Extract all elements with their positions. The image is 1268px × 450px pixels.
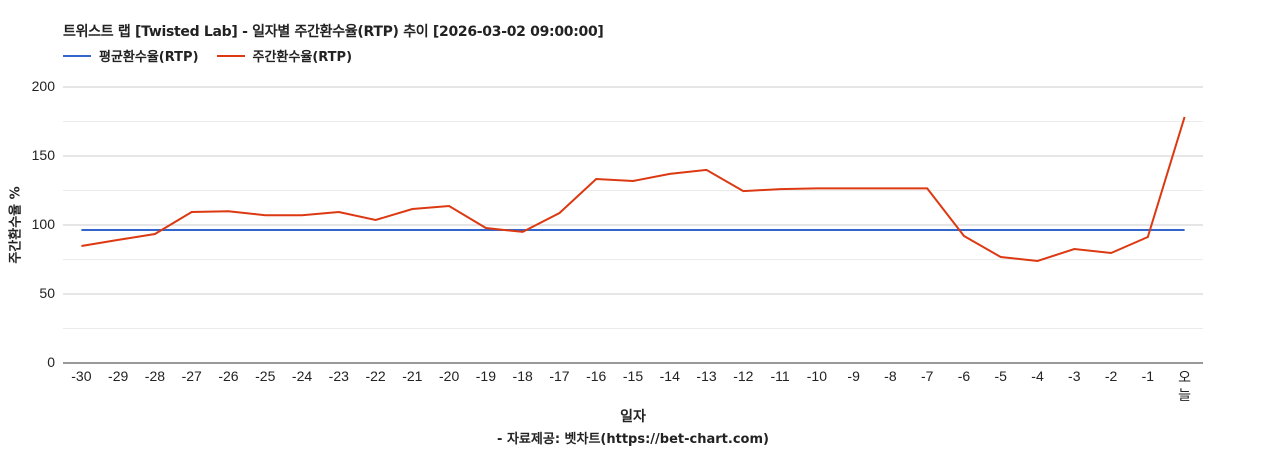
x-tick-label: -28 — [144, 368, 166, 384]
x-tick-label: -4 — [1031, 368, 1044, 384]
x-tick-label: -25 — [255, 368, 276, 384]
x-tick-label: -8 — [884, 368, 897, 384]
x-tick-label: -11 — [770, 368, 790, 384]
y-tick-label: 50 — [39, 285, 55, 301]
x-tick-label: -22 — [365, 368, 386, 384]
x-tick-label: -6 — [957, 368, 971, 384]
x-tick-label: -23 — [328, 368, 349, 384]
legend-item-average[interactable]: 평균환수율(RTP) — [63, 46, 199, 65]
x-tick-label: -16 — [586, 368, 607, 384]
legend-item-weekly[interactable]: 주간환수율(RTP) — [216, 46, 353, 65]
x-tick-label: -17 — [549, 368, 570, 384]
x-tick-label: -19 — [475, 368, 497, 384]
chart-title: 트위스트 랩 [Twisted Lab] - 일자별 주간환수율(RTP) 추이… — [63, 24, 604, 40]
x-tick-label: -30 — [71, 368, 92, 384]
x-tick-label: -15 — [622, 368, 644, 384]
legend: 평균환수율(RTP) 주간환수율(RTP) — [63, 46, 370, 65]
gridlines — [63, 86, 1203, 329]
series-lines — [81, 116, 1186, 263]
x-axis-label: 일자 — [620, 409, 646, 425]
x-tick-label: -2 — [1104, 368, 1118, 384]
x-tick-label: -14 — [659, 368, 680, 384]
y-tick-label: 150 — [31, 147, 55, 163]
x-tick-label: -9 — [847, 368, 860, 384]
legend-label-average: 평균환수율(RTP) — [99, 50, 199, 65]
y-tick-label: 100 — [31, 216, 55, 232]
y-tick-label: 200 — [31, 78, 55, 94]
x-tick-label: -7 — [920, 368, 934, 384]
source-credit: - 자료제공: 벳차트(https://bet-chart.com) — [497, 432, 769, 447]
x-tick-label: -5 — [994, 368, 1007, 384]
x-tick-label: -3 — [1068, 368, 1081, 384]
x-tick-label: -24 — [291, 368, 313, 384]
weekly-rtp-line[interactable] — [81, 116, 1186, 263]
weekly-line-swatch-icon — [216, 54, 245, 57]
x-tick-label: 오늘 — [1178, 369, 1192, 403]
x-tick-label: -27 — [181, 368, 202, 384]
x-tick-label: -26 — [218, 368, 239, 384]
x-tick-label: -18 — [512, 368, 533, 384]
x-tick-label: -10 — [806, 368, 827, 384]
x-tick-label: -1 — [1141, 368, 1155, 384]
x-tick-label: -13 — [696, 368, 717, 384]
x-tick-label: -21 — [402, 368, 423, 384]
legend-label-weekly: 주간환수율(RTP) — [252, 50, 353, 65]
y-tick-label: 0 — [47, 354, 55, 370]
x-tick-label: -20 — [439, 368, 460, 384]
x-tick-label: -12 — [733, 368, 754, 384]
x-tick-label: -29 — [108, 368, 129, 384]
average-line-swatch-icon — [63, 54, 91, 57]
y-axis-label: 주간환수율 % — [8, 186, 24, 264]
